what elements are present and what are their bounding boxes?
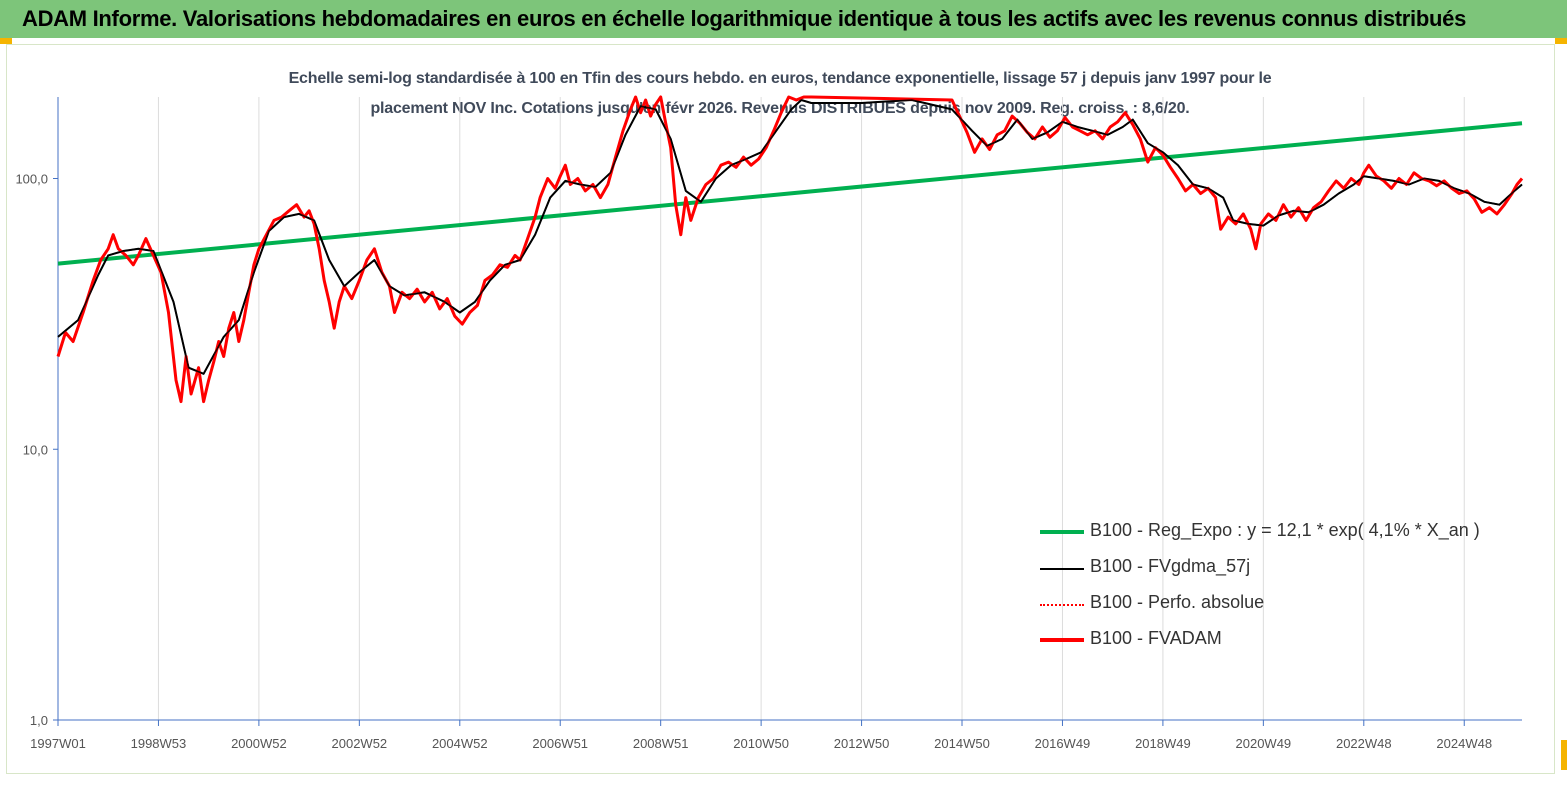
x-tick-label-6: 2008W51	[633, 736, 689, 751]
x-tick-label-2: 2000W52	[231, 736, 287, 751]
chart-frame	[6, 44, 1555, 774]
y-tick-label-0: 1,0	[30, 713, 48, 728]
x-tick-label-4: 2004W52	[432, 736, 488, 751]
series-line-fvgdma	[57, 99, 1523, 375]
corner-marker-top-right	[1555, 38, 1567, 44]
x-tick-label-7: 2010W50	[733, 736, 789, 751]
chart-title-line-2: placement NOV Inc. Cotations jusqu'en fé…	[370, 100, 1190, 117]
series-line-reg-expo	[57, 121, 1523, 266]
y-tick-label-2: 100,0	[15, 172, 48, 187]
x-tick-label-11: 2018W49	[1135, 736, 1191, 751]
x-tick-label-10: 2016W49	[1035, 736, 1091, 751]
banner: ADAM Informe. Valorisations hebdomadaire…	[0, 0, 1567, 38]
series-line-fvgdma-overlay	[57, 99, 1523, 375]
y-tick-label-1: 10,0	[23, 442, 48, 457]
legend-swatch-reg-expo	[1040, 530, 1084, 534]
x-tick-label-5: 2006W51	[532, 736, 588, 751]
legend-label-perfo: B100 - Perfo. absolue	[1090, 592, 1265, 612]
legend-label-fvgdma: B100 - FVgdma_57j	[1090, 556, 1251, 576]
legend-swatch-fvgdma	[1040, 568, 1084, 570]
legend-label-fvadam: B100 - FVADAM	[1090, 628, 1222, 648]
chart-title: Echelle semi-log standardisée à 100 en T…	[200, 64, 1360, 124]
x-tick-label-13: 2022W48	[1336, 736, 1392, 751]
x-tick-label-8: 2012W50	[834, 736, 890, 751]
x-tick-label-12: 2020W49	[1236, 736, 1292, 751]
legend-swatch-fvadam	[1040, 638, 1084, 642]
legend-label-reg-expo: B100 - Reg_Expo : y = 12,1 * exp( 4,1% *…	[1090, 520, 1480, 540]
banner-title: ADAM Informe. Valorisations hebdomadaire…	[22, 6, 1467, 31]
x-tick-label-9: 2014W50	[934, 736, 990, 751]
series-line-fvadam	[56, 95, 1524, 404]
x-tick-label-0: 1997W01	[30, 736, 86, 751]
x-tick-label-1: 1998W53	[131, 736, 187, 751]
chart-title-line-1: Echelle semi-log standardisée à 100 en T…	[288, 70, 1272, 87]
x-tick-label-3: 2002W52	[332, 736, 388, 751]
corner-marker-top-left	[0, 38, 12, 44]
x-tick-label-14: 2024W48	[1436, 736, 1492, 751]
legend-swatch-perfo	[1040, 604, 1084, 606]
corner-marker-bottom-right	[1561, 740, 1567, 770]
